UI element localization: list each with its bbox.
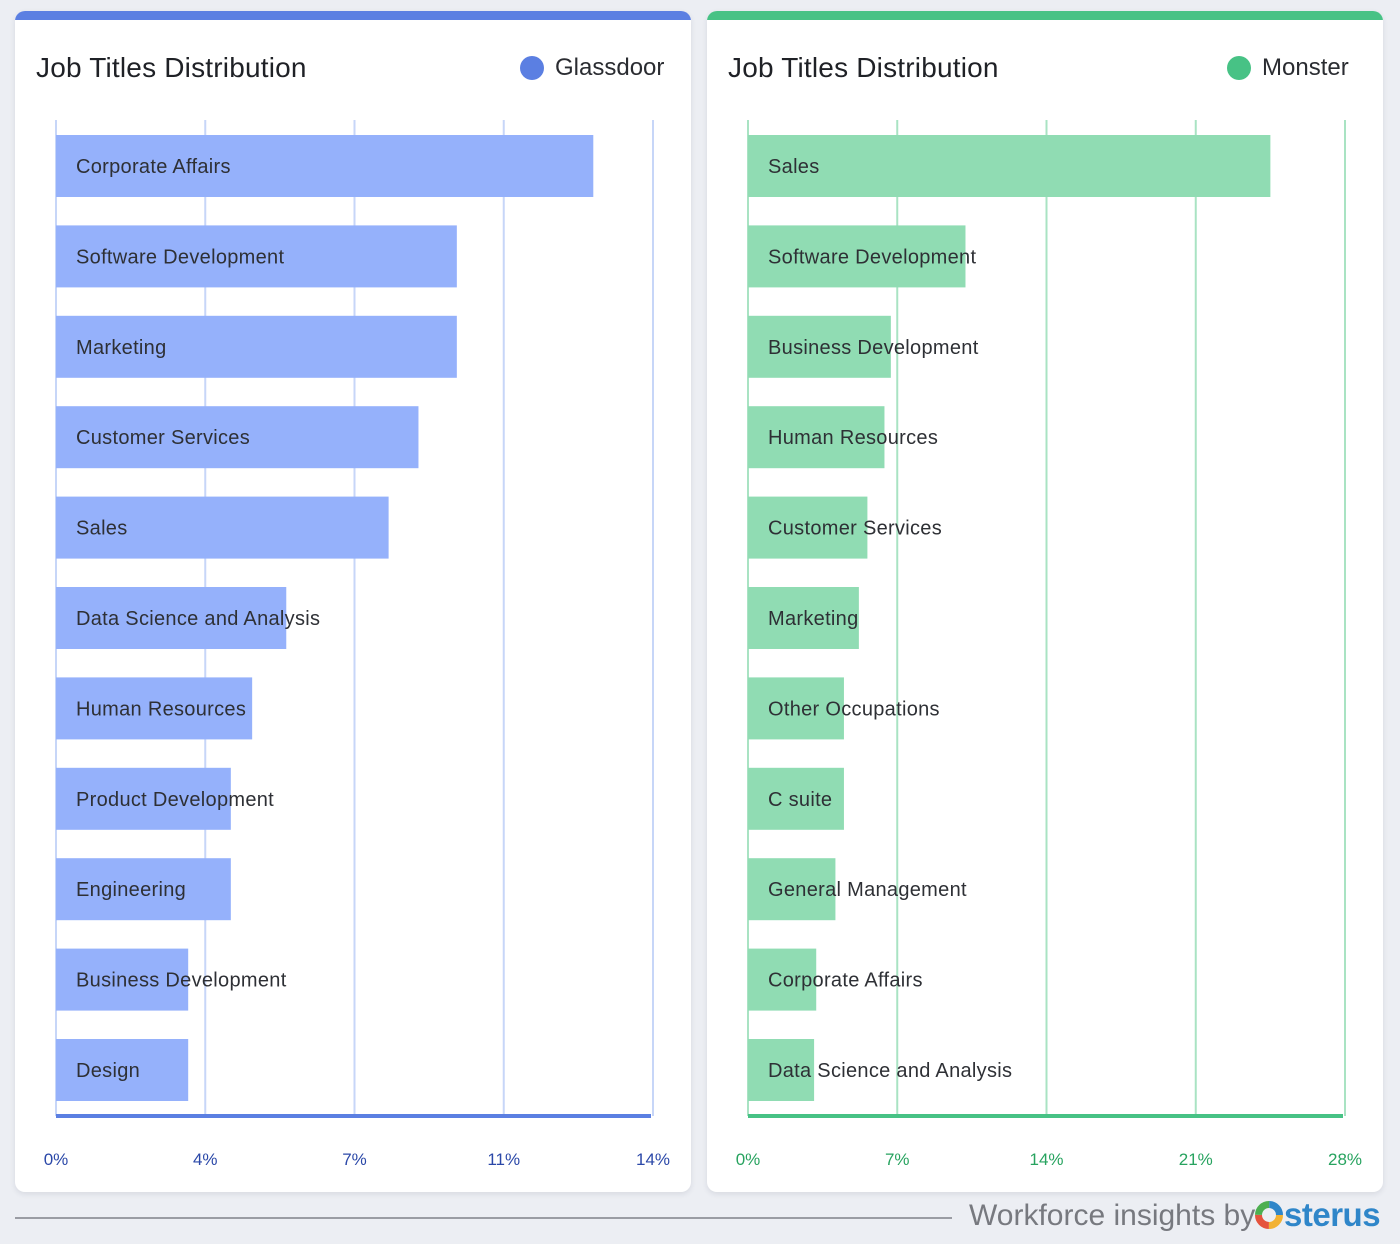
bar bbox=[748, 858, 836, 921]
bar-label: Corporate Affairs bbox=[768, 970, 923, 992]
card-accent-bar bbox=[707, 11, 1383, 20]
bar-label: Sales bbox=[76, 518, 128, 540]
bar-label: Human Resources bbox=[768, 427, 938, 449]
x-tick-label: 11% bbox=[487, 1150, 520, 1169]
bar bbox=[56, 406, 419, 469]
bar-label: Business Development bbox=[768, 337, 979, 359]
monster-card: Job Titles Distribution Monster Sales Sof… bbox=[707, 11, 1383, 1192]
brand-wordmark: sterus bbox=[1284, 1196, 1381, 1233]
bar-label: Software Development bbox=[768, 246, 976, 268]
bar bbox=[56, 135, 594, 197]
bar bbox=[748, 315, 891, 378]
glassdoor-card: Job Titles Distribution Glassdoor Corpor… bbox=[15, 11, 691, 1192]
bar-label: Business Development bbox=[76, 970, 287, 992]
x-tick-label: 4% bbox=[193, 1150, 218, 1169]
bar-label: Data Science and Analysis bbox=[76, 608, 320, 630]
bar bbox=[748, 225, 966, 288]
card-accent-bar bbox=[15, 11, 691, 20]
legend: Monster bbox=[1227, 54, 1349, 82]
bar bbox=[748, 496, 868, 559]
x-tick-label: 7% bbox=[342, 1150, 367, 1169]
x-tick-label: 7% bbox=[885, 1150, 910, 1169]
footer-caption: Workforce insights by bbox=[969, 1199, 1256, 1232]
x-tick-label: 28% bbox=[1328, 1150, 1362, 1169]
legend: Glassdoor bbox=[520, 54, 664, 82]
bar bbox=[56, 496, 389, 559]
x-tick-label: 21% bbox=[1179, 1150, 1213, 1169]
bar bbox=[748, 135, 1271, 197]
bar bbox=[56, 315, 457, 378]
bar-label: Sales bbox=[768, 156, 820, 178]
brand-logo: sterus bbox=[1254, 1196, 1381, 1234]
bar bbox=[56, 1039, 189, 1101]
bar bbox=[748, 677, 844, 740]
bar bbox=[56, 858, 231, 921]
bar-label: Corporate Affairs bbox=[76, 156, 231, 178]
bar-label: Customer Services bbox=[76, 427, 250, 449]
bar-label: C suite bbox=[768, 789, 832, 811]
x-tick-label: 0% bbox=[736, 1150, 761, 1169]
bar-label: Product Development bbox=[76, 789, 274, 811]
bar-chart-monster: Sales Software Development Business Develo… bbox=[736, 120, 1362, 1169]
bar-label: Human Resources bbox=[76, 698, 246, 720]
footer-divider bbox=[15, 1217, 952, 1219]
x-tick-label: 0% bbox=[44, 1150, 69, 1169]
x-tick-label: 14% bbox=[636, 1150, 670, 1169]
bar-label: Other Occupations bbox=[768, 698, 940, 720]
bar bbox=[56, 767, 231, 830]
bar-label: Engineering bbox=[76, 879, 186, 901]
legend-label: Monster bbox=[1262, 54, 1349, 81]
bar bbox=[748, 767, 844, 830]
bar bbox=[56, 225, 457, 288]
bar bbox=[56, 948, 189, 1011]
x-tick-label: 14% bbox=[1029, 1150, 1063, 1169]
chart-title: Job Titles Distribution bbox=[728, 52, 999, 83]
legend-dot bbox=[520, 56, 544, 80]
bar bbox=[748, 1039, 815, 1101]
bar-chart-glassdoor: Corporate Affairs Software Development Mar… bbox=[44, 120, 670, 1169]
bar-label: Software Development bbox=[76, 246, 284, 268]
bar bbox=[748, 406, 885, 469]
bar-label: General Management bbox=[768, 879, 967, 901]
bar-label: Marketing bbox=[768, 608, 859, 630]
bar-label: Data Science and Analysis bbox=[768, 1060, 1012, 1082]
chart-title: Job Titles Distribution bbox=[36, 52, 307, 83]
bar-label: Marketing bbox=[76, 337, 167, 359]
bar bbox=[56, 587, 287, 649]
bar bbox=[748, 587, 859, 649]
brand-ring-icon bbox=[1255, 1201, 1283, 1229]
bar-label: Design bbox=[76, 1060, 140, 1082]
legend-label: Glassdoor bbox=[555, 54, 665, 81]
legend-dot bbox=[1227, 56, 1251, 80]
bar-label: Customer Services bbox=[768, 518, 942, 540]
bar bbox=[748, 948, 817, 1011]
bar bbox=[56, 677, 253, 740]
